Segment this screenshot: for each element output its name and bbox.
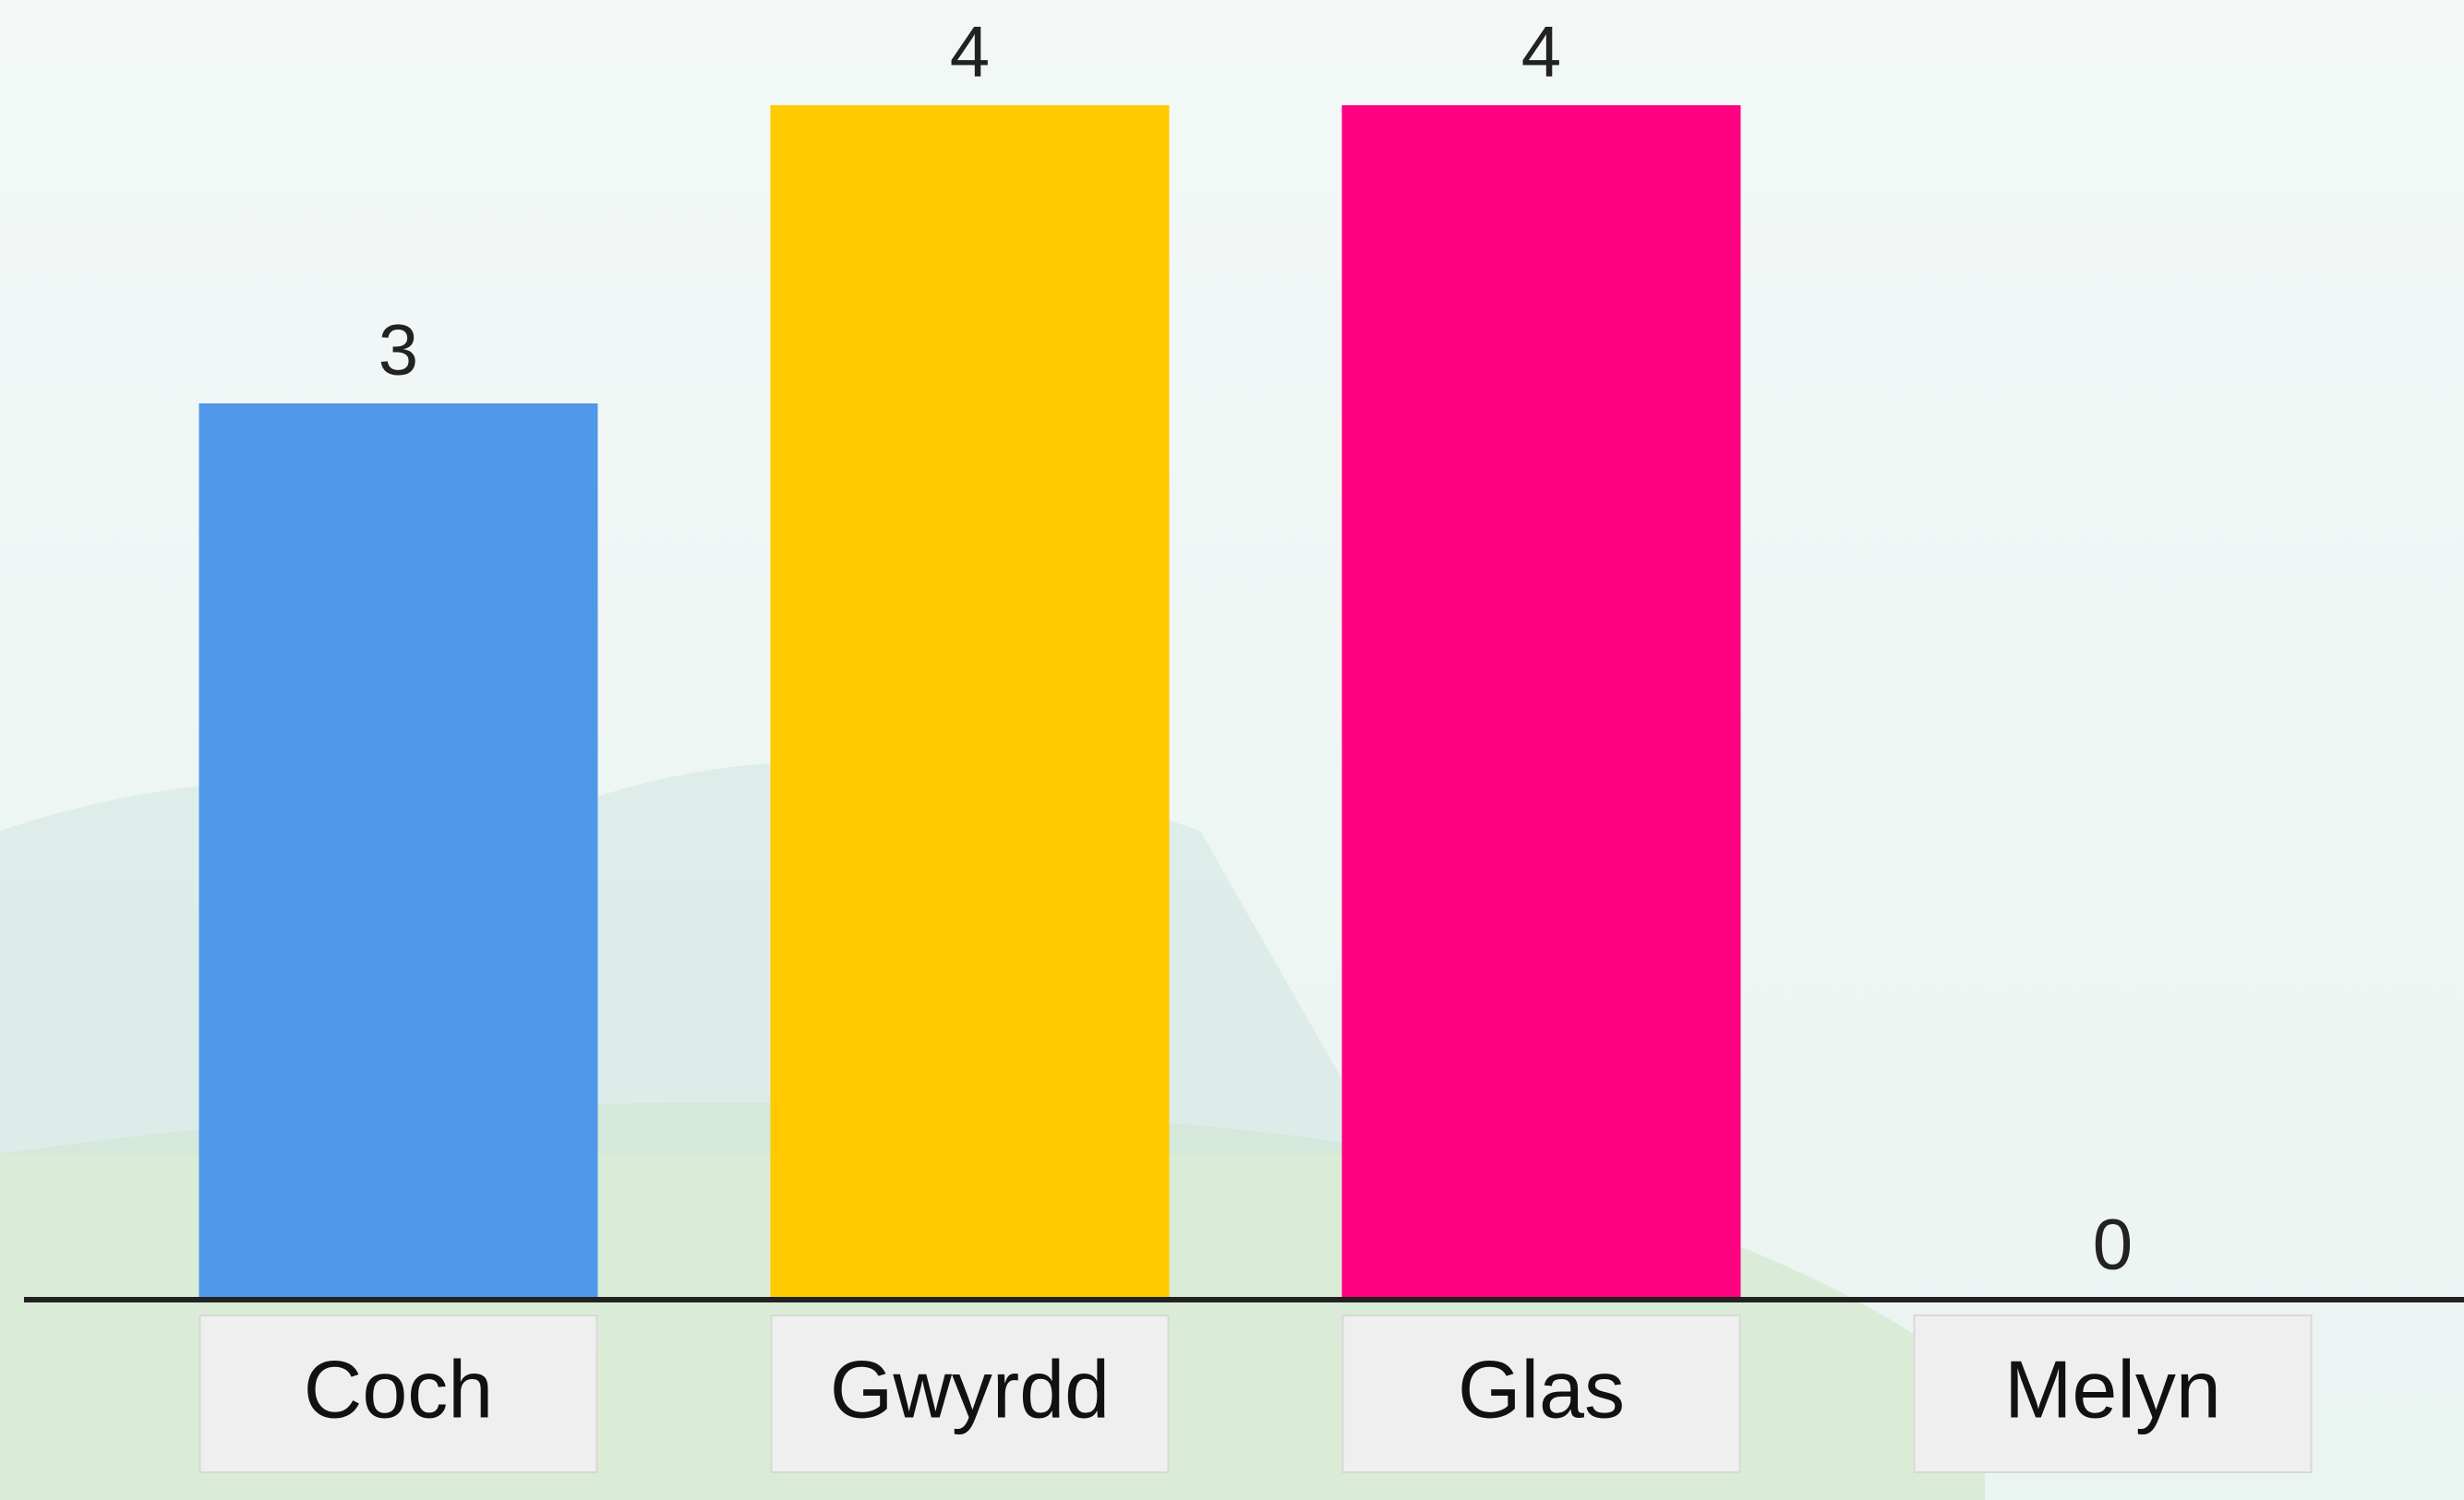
category-box: [770, 1314, 1170, 1473]
value-label: 4: [950, 11, 990, 92]
bar: [770, 105, 1170, 1298]
category-box: [198, 1314, 598, 1473]
bar: [1341, 105, 1741, 1298]
value-label: 3: [379, 309, 418, 390]
x-tick-label: Melyn: [2004, 1343, 2221, 1434]
bar: [198, 403, 598, 1298]
value-label: 4: [1521, 11, 1561, 92]
value-label: 0: [2093, 1204, 2133, 1285]
x-tick-label: Glas: [1458, 1343, 1625, 1434]
category-box: [1341, 1314, 1741, 1473]
category-box: [1913, 1314, 2313, 1473]
x-tick-label: Coch: [304, 1343, 493, 1434]
x-tick-label: Gwyrdd: [830, 1343, 1110, 1434]
plot-area: 3 4 4 0 Coch Gwyrdd Glas Melyn: [24, 11, 2464, 1473]
